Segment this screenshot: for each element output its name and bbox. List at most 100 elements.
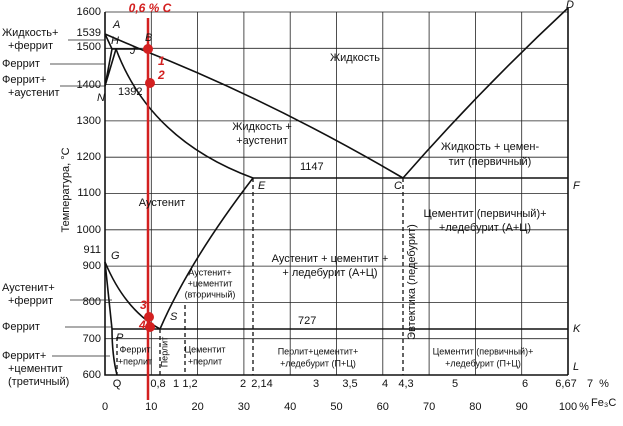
point-label: S — [170, 311, 178, 323]
x-tick-label: Q — [113, 378, 122, 390]
side-label: Феррит — [2, 58, 40, 70]
x2-tick-label: 20 — [191, 401, 203, 413]
region-label: Феррит — [119, 344, 150, 354]
region-label: + ледебурит (А+Ц) — [282, 267, 377, 279]
x2-tick-label: 60 — [377, 401, 389, 413]
x-tick-label: 7 — [587, 378, 593, 390]
liquidus-cd — [402, 7, 569, 179]
region-label: +ледебурит (П+Ц) — [445, 358, 521, 368]
region-label: Аустенит — [139, 197, 185, 209]
x2-tick-label: 30 — [238, 401, 250, 413]
x-axis-unit: % — [599, 378, 609, 390]
region-label: Жидкость — [330, 52, 380, 64]
y-tick-label: 911 — [83, 244, 101, 256]
alloy-marker — [143, 18, 155, 400]
x2-tick-label: 90 — [516, 401, 528, 413]
x-tick-label: 6 — [522, 378, 528, 390]
point-label: H — [111, 35, 119, 47]
region-label: Жидкость + цемен- — [441, 141, 540, 153]
region-label: Цементит (первичный)+ — [433, 346, 534, 356]
point-label: J — [129, 45, 136, 57]
side-label: Феррит+ — [2, 350, 46, 362]
region-label: (вторичный) — [185, 289, 236, 299]
x-tick-label: 2,14 — [251, 378, 272, 390]
alloy-point-label: 4 — [138, 318, 146, 332]
alloy-point-label: 1 — [158, 54, 165, 68]
region-label: Аустенит + цементит + — [272, 253, 389, 265]
point-label: L — [573, 361, 579, 373]
y-tick-label: 1300 — [77, 115, 101, 127]
point-label: F — [573, 180, 581, 192]
region-label: +перлит — [188, 356, 222, 366]
x-tick-label: 4,3 — [398, 378, 413, 390]
point-label: E — [258, 180, 266, 192]
region-label: тит (первичный) — [449, 156, 532, 168]
side-label: Аустенит+ — [2, 282, 55, 294]
alloy-point — [145, 78, 155, 88]
point-label: P — [116, 332, 124, 344]
delta-lines — [104, 48, 117, 87]
side-label: +феррит — [8, 40, 53, 52]
y-tick-label: 900 — [83, 260, 101, 272]
region-label: Эвтектика (ледебурит) — [406, 224, 418, 340]
alloy-point — [143, 44, 153, 54]
y-tick-label: 1200 — [77, 151, 101, 163]
alloy-point-label: 3 — [140, 298, 147, 312]
side-label: (третичный) — [8, 376, 69, 388]
point-label: G — [111, 250, 120, 262]
alloy-label: 0,6 % С — [129, 1, 172, 15]
point-label: C — [394, 180, 402, 192]
side-label: Жидкость+ — [2, 27, 58, 39]
region-label: +перлит — [118, 356, 152, 366]
isotherm-label: 1147 — [300, 161, 324, 173]
y-tick-label: 700 — [83, 333, 101, 345]
x-tick-label: 3,5 — [342, 378, 357, 390]
x-tick-label: 3 — [313, 378, 319, 390]
point-label: N — [97, 92, 105, 104]
label-leaders — [50, 39, 112, 357]
region-label: Аустенит+ — [188, 267, 231, 277]
y-axis-title: Температура, °С — [60, 147, 72, 232]
x2-axis-unit: % — [579, 401, 589, 413]
x-tick-label: 1 — [173, 378, 179, 390]
y-tick-label: 1100 — [77, 187, 101, 199]
x2-tick-label: 40 — [284, 401, 296, 413]
gp-line — [104, 261, 113, 330]
side-label: +феррит — [8, 295, 53, 307]
y-tick-label: 800 — [83, 296, 101, 308]
region-label: Жидкость + — [232, 121, 292, 133]
point-label: K — [573, 323, 581, 335]
y-tick-label: 1400 — [77, 79, 101, 91]
y-tick-label: 1600 — [77, 6, 101, 18]
point-label: D — [566, 0, 574, 11]
region-label: +цементит — [188, 278, 233, 288]
x2-tick-label: 80 — [469, 401, 481, 413]
x2-tick-label: 100 — [559, 401, 577, 413]
x2-tick-label: 50 — [330, 401, 342, 413]
point-label: A — [112, 19, 120, 31]
x2-tick-label: 0 — [102, 401, 108, 413]
y-tick-label: 1500 — [77, 41, 101, 53]
x-tick-label: 5 — [452, 378, 458, 390]
region-label: +ледебурит (А+Ц) — [439, 222, 531, 234]
point-label: B — [145, 32, 152, 44]
solidus-je — [115, 48, 254, 179]
alloy-point-label: 2 — [157, 68, 165, 82]
pq-line — [111, 328, 118, 376]
liquidus — [104, 33, 404, 179]
x2-tick-label: 10 — [145, 401, 157, 413]
dashed-lines — [116, 178, 404, 375]
es-line — [159, 177, 254, 330]
y-tick-label: 1000 — [77, 224, 101, 236]
side-label: Феррит — [2, 321, 40, 333]
region-label: Перлит+цементит+ — [278, 346, 359, 356]
side-label: Феррит+ — [2, 74, 46, 86]
axes — [104, 12, 568, 376]
side-label: +цементит — [8, 363, 63, 375]
region-label: Цементит — [184, 344, 225, 354]
x-tick-label: 2 — [240, 378, 246, 390]
y-tick-label: 1539 — [77, 27, 101, 39]
region-label: +аустенит — [236, 135, 288, 147]
region-label: Перлит — [159, 337, 169, 368]
